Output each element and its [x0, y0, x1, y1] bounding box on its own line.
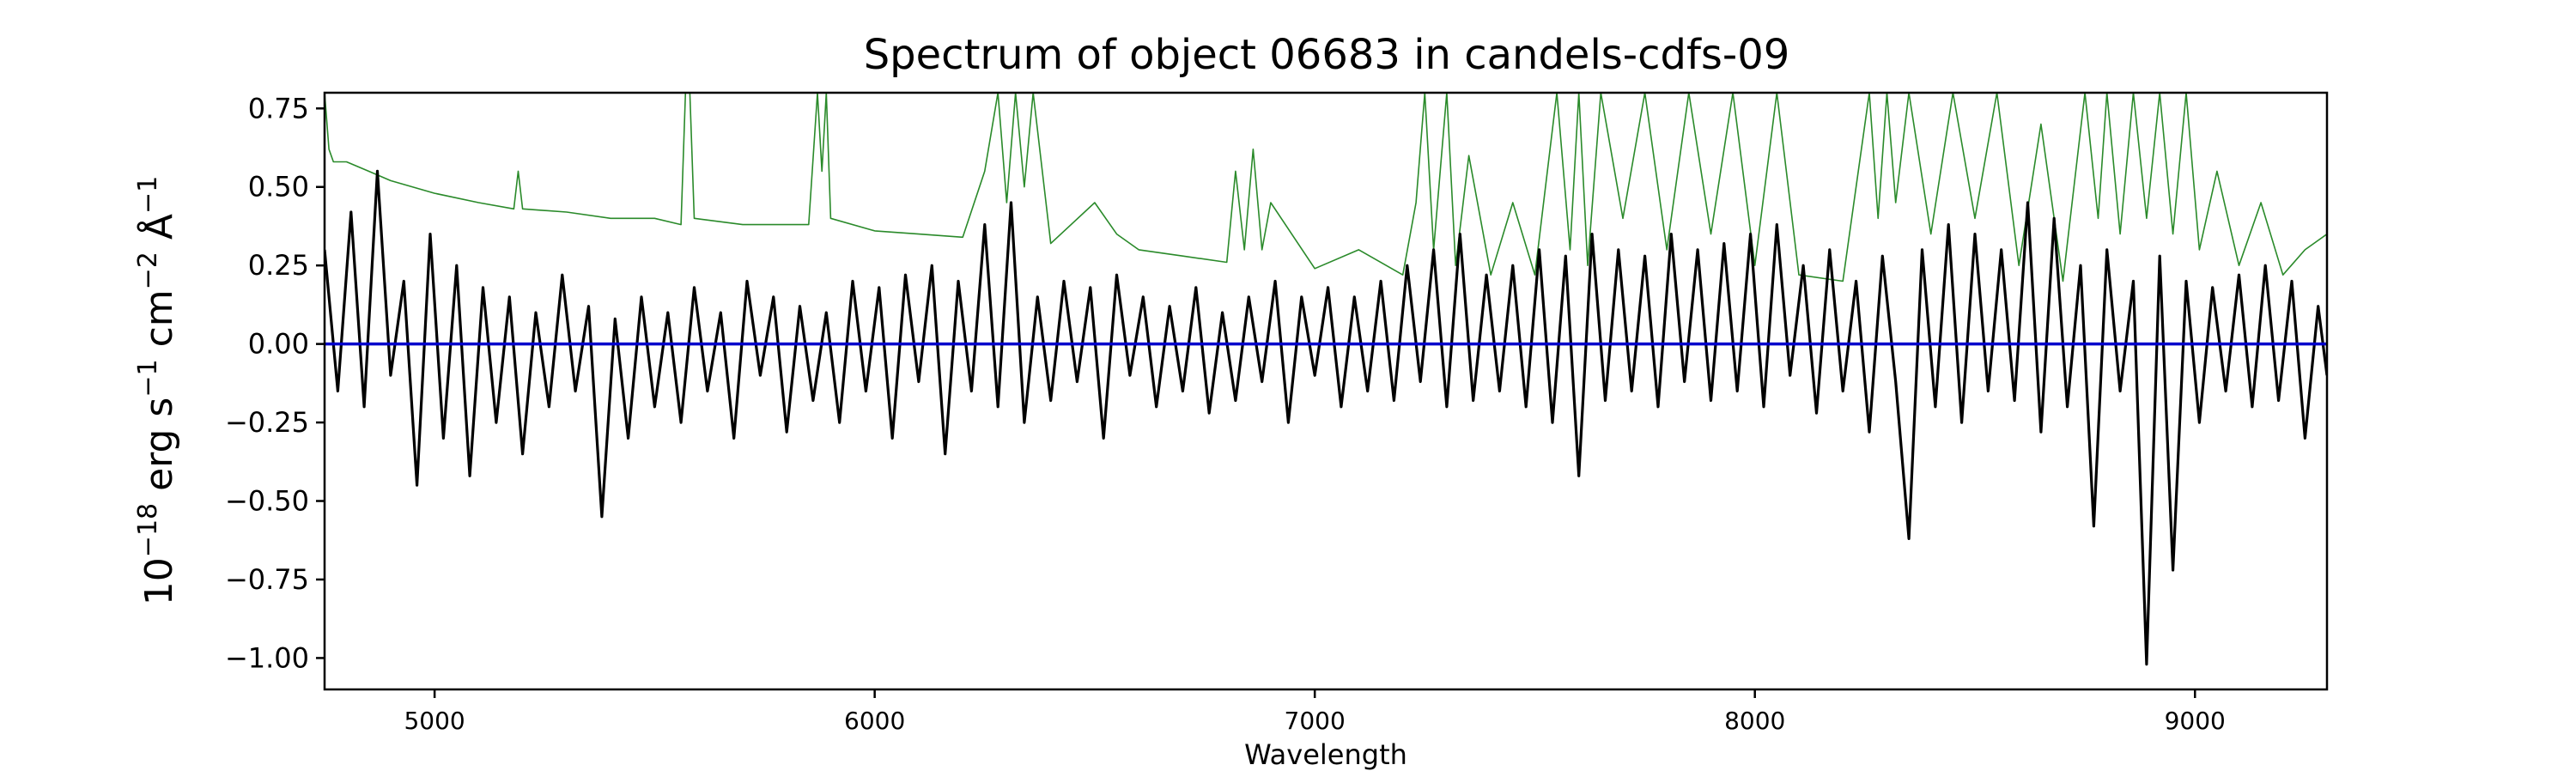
y-tick-label: 0.00 [248, 328, 309, 361]
flux-series-line [325, 171, 2327, 664]
y-label-cm: cm [137, 289, 181, 359]
plot-area [325, 93, 2327, 665]
x-tick-label: 8000 [1724, 707, 1785, 735]
y-label-ang: Å [136, 214, 181, 252]
y-axis-label: 10−18 erg s−1 cm−2 Å−1 [133, 176, 181, 605]
y-tick-label: −0.50 [225, 485, 309, 518]
y-tick-label: 0.25 [248, 249, 309, 282]
y-label-cm-exp: −2 [133, 252, 163, 289]
x-axis: 5000 6000 7000 8000 9000 [404, 689, 2225, 735]
y-label-base: 10 [137, 557, 181, 605]
y-tick-label: 0.75 [248, 92, 309, 124]
y-label-exp: −18 [133, 503, 163, 557]
x-tick-label: 5000 [404, 707, 465, 735]
x-axis-label: Wavelength [1244, 738, 1407, 771]
y-tick-label: 0.50 [248, 171, 309, 203]
y-label-ang-exp: −1 [133, 176, 163, 214]
x-tick-label: 6000 [844, 707, 905, 735]
y-label-erg: erg s [137, 398, 181, 503]
y-axis: 0.75 0.50 0.25 0.00 −0.25 −0.50 −0.75 −1.00 [225, 92, 325, 674]
x-tick-label: 9000 [2165, 707, 2226, 735]
y-tick-label: −0.25 [225, 406, 309, 439]
y-label-s-exp: −1 [133, 359, 163, 397]
y-tick-label: −0.75 [225, 563, 309, 596]
chart-title: Spectrum of object 06683 in candels-cdfs… [864, 31, 1790, 79]
error-series-line [325, 93, 2327, 282]
plot-frame [325, 93, 2327, 689]
y-tick-label: −1.00 [225, 641, 309, 674]
x-tick-label: 7000 [1285, 707, 1346, 735]
